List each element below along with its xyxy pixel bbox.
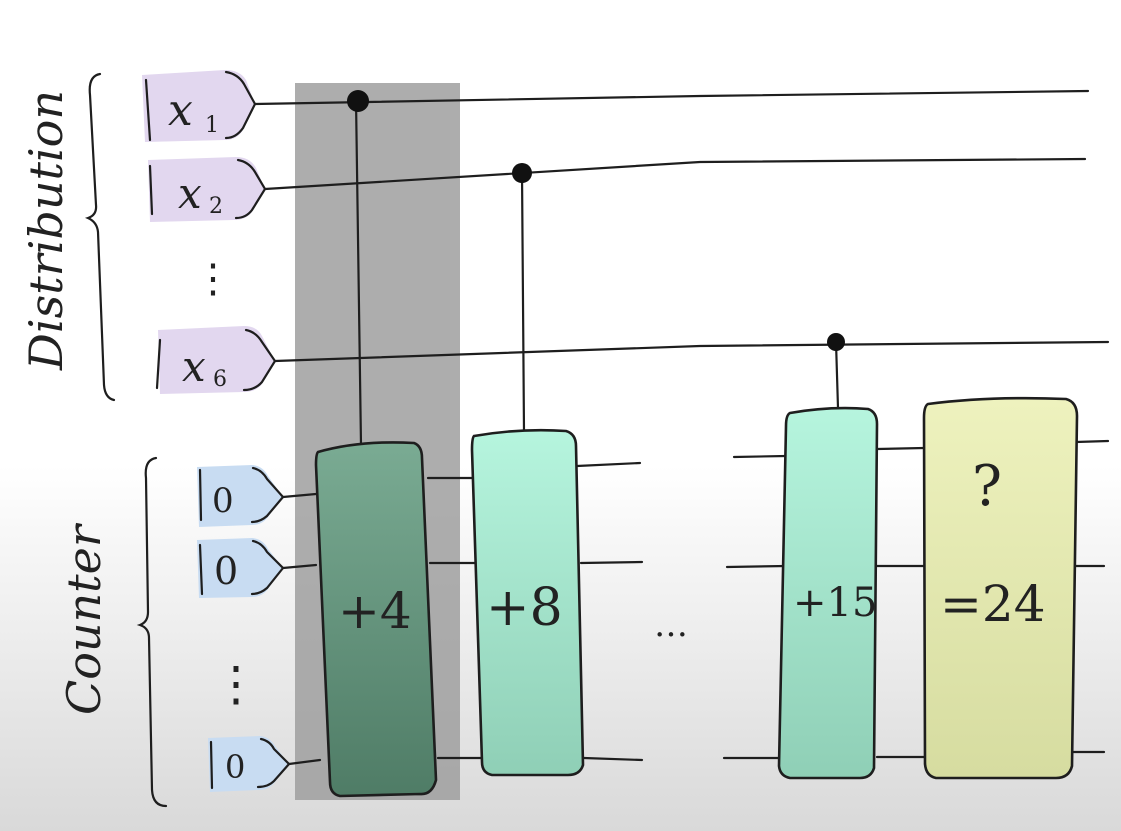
gate-plus-15: +15 (777, 406, 879, 780)
counter-wire-top-3 (732, 454, 788, 459)
svg-text:0: 0 (225, 748, 245, 786)
gate-plus-4: +4 (314, 441, 438, 798)
svg-text:+8: +8 (486, 578, 563, 638)
counter-wire-top-2 (575, 461, 642, 468)
svg-text:+4: +4 (338, 582, 412, 640)
input-zero-2: 0 (197, 538, 285, 598)
counter-wire-mid-left (281, 563, 318, 570)
control-line-2 (520, 170, 526, 434)
svg-text:x: x (168, 85, 193, 136)
result-box: ? =24 (922, 396, 1079, 780)
counter-wire-mid-3 (725, 564, 788, 569)
counter-brace (136, 456, 168, 808)
svg-text:0: 0 (212, 481, 234, 521)
control-line-1 (354, 98, 363, 447)
control-dot-1 (347, 90, 369, 112)
svg-text:2: 2 (209, 194, 223, 219)
counter-wire-top-left (281, 492, 318, 499)
wire-x2 (263, 157, 1087, 191)
gate-plus-8: +8 (470, 428, 585, 777)
counter-wire-top-out (1074, 439, 1110, 444)
wire-x1 (253, 89, 1090, 106)
counter-wire-bot-2 (582, 756, 644, 762)
input-zero-3: 0 (208, 736, 291, 792)
counter-wire-bot-left (287, 758, 322, 766)
distribution-label: Distribution (19, 90, 73, 371)
input-zero-1: 0 (197, 465, 285, 527)
counter-ellipsis: ⋮ (212, 656, 260, 712)
svg-text:?: ? (972, 454, 1002, 519)
svg-text:=24: =24 (940, 575, 1046, 633)
control-dot-2 (512, 163, 532, 183)
svg-text:1: 1 (205, 113, 219, 138)
control-dot-3 (827, 333, 845, 351)
counter-label: Counter (57, 522, 111, 715)
svg-text:0: 0 (214, 549, 238, 593)
distribution-ellipsis: ⋮ (193, 256, 233, 302)
svg-text:x: x (178, 169, 202, 218)
wire-x6 (273, 340, 1110, 363)
svg-text:6: 6 (213, 367, 227, 392)
counter-wire-top-4 (875, 446, 926, 451)
input-x2: x 2 (148, 157, 267, 222)
control-line-3 (834, 340, 840, 410)
counter-wire-mid-2 (579, 560, 644, 565)
gates-ellipsis: … (654, 605, 688, 645)
input-x1: x 1 (142, 70, 257, 142)
svg-text:+15: +15 (793, 580, 877, 626)
distribution-brace (84, 72, 116, 402)
svg-text:x: x (182, 342, 206, 391)
input-x6: x 6 (155, 326, 277, 394)
